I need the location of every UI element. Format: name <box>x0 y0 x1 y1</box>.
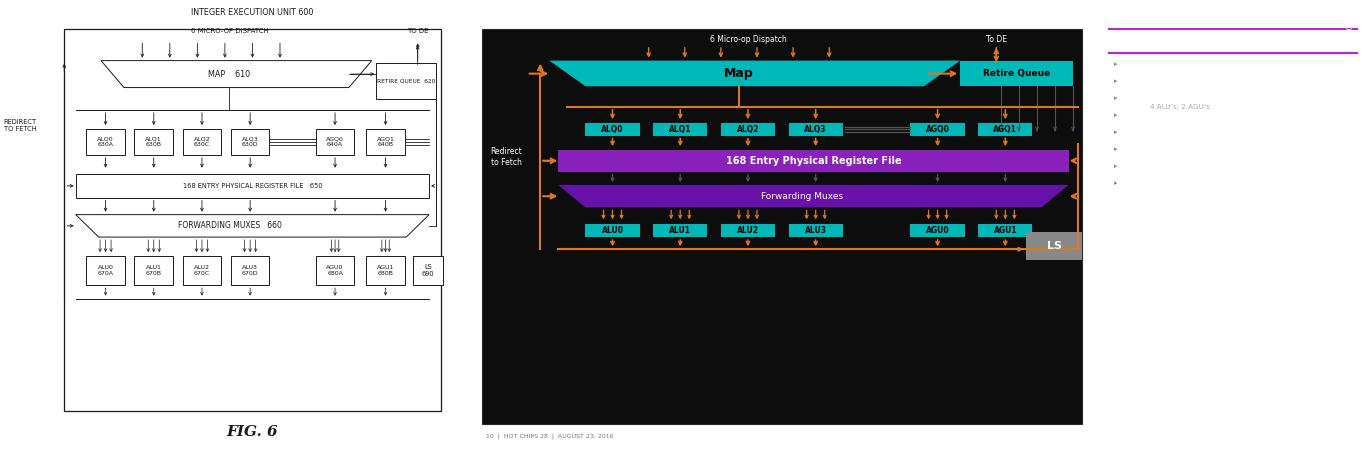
Text: ▸: ▸ <box>1114 112 1117 118</box>
Text: MAP    610: MAP 610 <box>208 70 251 79</box>
FancyBboxPatch shape <box>1026 232 1081 260</box>
FancyBboxPatch shape <box>86 256 125 285</box>
Text: ▸: ▸ <box>1114 78 1117 84</box>
Polygon shape <box>558 185 1069 207</box>
Text: 2 Branches per cycle: 2 Branches per cycle <box>1136 145 1231 154</box>
Text: REDIRECT
TO FETCH: REDIRECT TO FETCH <box>4 119 37 132</box>
FancyBboxPatch shape <box>135 256 173 285</box>
FancyBboxPatch shape <box>366 129 405 155</box>
Text: ALU3: ALU3 <box>805 226 827 235</box>
Text: AGU0
680A: AGU0 680A <box>327 265 343 276</box>
Text: 168 Entry Physical Register File: 168 Entry Physical Register File <box>726 156 902 166</box>
Text: 6 MICRO-OP DISPATCH: 6 MICRO-OP DISPATCH <box>191 28 268 35</box>
Text: 6x14 entry Scheduling Queues: 6x14 entry Scheduling Queues <box>1136 59 1276 68</box>
Text: ▸: ▸ <box>1114 95 1117 101</box>
FancyBboxPatch shape <box>183 256 221 285</box>
FancyBboxPatch shape <box>654 123 707 136</box>
Text: Map: Map <box>725 67 753 80</box>
Text: ALU0: ALU0 <box>602 226 624 235</box>
Text: 6 Micro-op Dispatch: 6 Micro-op Dispatch <box>710 35 786 44</box>
Text: 192 entry Retire Queue: 192 entry Retire Queue <box>1136 110 1242 119</box>
Text: TO DE: TO DE <box>407 28 429 35</box>
Text: AGU1
680B: AGU1 680B <box>377 265 394 276</box>
Text: 8-Wide Retire: 8-Wide Retire <box>1136 179 1197 188</box>
FancyBboxPatch shape <box>232 256 270 285</box>
Text: FORWARDING MUXES   660: FORWARDING MUXES 660 <box>177 221 282 230</box>
FancyBboxPatch shape <box>586 224 640 237</box>
FancyBboxPatch shape <box>376 63 436 99</box>
Text: ALU2: ALU2 <box>737 226 759 235</box>
Text: ALQ0
630A: ALQ0 630A <box>97 136 114 147</box>
Text: ALQ0: ALQ0 <box>601 125 624 134</box>
FancyBboxPatch shape <box>183 129 221 155</box>
Text: ALQ2: ALQ2 <box>737 125 759 134</box>
Text: AGQ0
640A: AGQ0 640A <box>326 136 345 147</box>
Text: EXECUTE: EXECUTE <box>1109 30 1207 49</box>
Text: 6 issue per cycle: 6 issue per cycle <box>1136 93 1212 102</box>
Text: Retire Queue: Retire Queue <box>983 69 1050 78</box>
Text: AMD: AMD <box>1294 11 1348 31</box>
Text: 4 ALU’s, 2 AGU’s: 4 ALU’s, 2 AGU’s <box>1150 104 1209 110</box>
Text: Move Elimination: Move Elimination <box>1136 162 1215 171</box>
Text: ALQ3
630D: ALQ3 630D <box>242 136 259 147</box>
Text: ALQ3: ALQ3 <box>805 125 827 134</box>
Polygon shape <box>549 61 960 86</box>
FancyBboxPatch shape <box>960 61 1073 86</box>
FancyBboxPatch shape <box>86 129 125 155</box>
Text: ALU0
670A: ALU0 670A <box>98 265 113 276</box>
FancyBboxPatch shape <box>789 123 843 136</box>
FancyBboxPatch shape <box>64 29 441 411</box>
Text: AGQ1
640B: AGQ1 640B <box>377 136 395 147</box>
FancyBboxPatch shape <box>910 224 964 237</box>
FancyBboxPatch shape <box>586 123 640 136</box>
Text: ALU2
670C: ALU2 670C <box>193 265 210 276</box>
FancyBboxPatch shape <box>135 129 173 155</box>
FancyBboxPatch shape <box>910 123 964 136</box>
Text: ▸: ▸ <box>1114 129 1117 135</box>
Text: ALQ2
630C: ALQ2 630C <box>193 136 210 147</box>
Text: AGQ1: AGQ1 <box>993 125 1017 134</box>
FancyBboxPatch shape <box>720 123 775 136</box>
Text: 10  |  HOT CHIPS 28  |  AUGUST 23, 2016: 10 | HOT CHIPS 28 | AUGUST 23, 2016 <box>486 434 614 439</box>
Text: 168 ENTRY PHYSICAL REGISTER FILE   650: 168 ENTRY PHYSICAL REGISTER FILE 650 <box>183 183 323 189</box>
Text: Differential Checkpoints: Differential Checkpoints <box>1136 128 1246 136</box>
Text: ALQ1: ALQ1 <box>669 125 692 134</box>
Text: AGQ0: AGQ0 <box>926 125 949 134</box>
Text: ALU1
670B: ALU1 670B <box>146 265 162 276</box>
Text: INTEGER EXECUTION UNIT 600: INTEGER EXECUTION UNIT 600 <box>191 8 313 17</box>
FancyBboxPatch shape <box>978 123 1032 136</box>
FancyBboxPatch shape <box>76 174 429 198</box>
FancyBboxPatch shape <box>558 150 1069 172</box>
Text: ALU1: ALU1 <box>669 226 692 235</box>
Text: Redirect
to Fetch: Redirect to Fetch <box>490 147 522 167</box>
FancyBboxPatch shape <box>366 256 405 285</box>
FancyBboxPatch shape <box>720 224 775 237</box>
FancyBboxPatch shape <box>482 29 1081 424</box>
Text: Forwarding Muxes: Forwarding Muxes <box>761 192 843 201</box>
FancyBboxPatch shape <box>316 129 354 155</box>
Text: ⮡: ⮡ <box>1346 19 1351 29</box>
Text: AGU1: AGU1 <box>993 226 1017 235</box>
FancyBboxPatch shape <box>978 224 1032 237</box>
Text: LS: LS <box>1046 241 1061 251</box>
FancyBboxPatch shape <box>316 256 354 285</box>
Polygon shape <box>76 215 429 237</box>
Text: ALQ1
630B: ALQ1 630B <box>146 136 162 147</box>
FancyBboxPatch shape <box>654 224 707 237</box>
Text: ▸: ▸ <box>1114 61 1117 67</box>
FancyBboxPatch shape <box>789 224 843 237</box>
Text: ▸: ▸ <box>1114 180 1117 186</box>
Text: FIG. 6: FIG. 6 <box>226 425 278 439</box>
FancyBboxPatch shape <box>232 129 270 155</box>
Text: To DE: To DE <box>986 35 1007 44</box>
Text: ALU3
670D: ALU3 670D <box>242 265 259 276</box>
Text: ▸: ▸ <box>1114 146 1117 152</box>
Polygon shape <box>101 61 372 88</box>
FancyBboxPatch shape <box>413 256 443 285</box>
Text: LS
690: LS 690 <box>422 264 434 277</box>
Text: RETIRE QUEUE  620: RETIRE QUEUE 620 <box>377 78 436 84</box>
Text: AGU0: AGU0 <box>926 226 949 235</box>
Text: 168 entry Physical Register File: 168 entry Physical Register File <box>1136 76 1279 85</box>
Text: ▸: ▸ <box>1114 163 1117 169</box>
